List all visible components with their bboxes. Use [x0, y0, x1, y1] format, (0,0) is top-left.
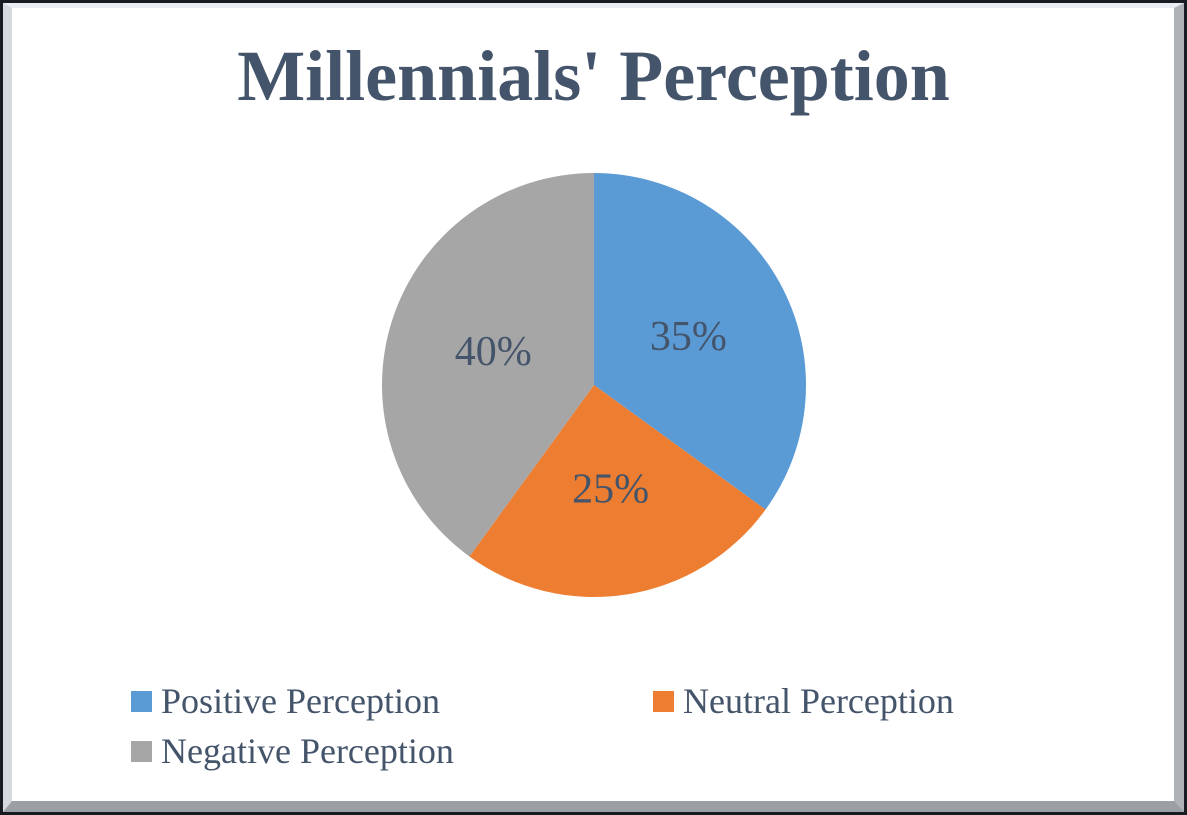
pie-data-label-neutral-perception: 25%	[572, 467, 649, 513]
pie-slice-neutral-perception	[469, 385, 766, 597]
pie-slice-negative-perception	[382, 173, 594, 557]
legend-label: Positive Perception	[161, 681, 440, 721]
chart-title: Millennials' Perception	[237, 36, 950, 116]
legend-swatch-icon	[653, 690, 674, 712]
legend-swatch-icon	[131, 690, 152, 712]
pie-slice-positive-perception	[594, 173, 806, 510]
legend-item-positive-perception: Positive Perception	[131, 676, 653, 726]
legend: Positive Perception Neutral Perception Neg…	[131, 676, 954, 776]
legend-item-negative-perception: Negative Perception	[131, 726, 653, 776]
legend-label: Neutral Perception	[683, 681, 954, 721]
legend-item-neutral-perception: Neutral Perception	[653, 676, 954, 726]
legend-swatch-icon	[131, 740, 152, 762]
legend-label: Negative Perception	[161, 731, 454, 771]
pie-data-label-negative-perception: 40%	[455, 329, 532, 375]
pie-data-label-positive-perception: 35%	[650, 314, 727, 360]
